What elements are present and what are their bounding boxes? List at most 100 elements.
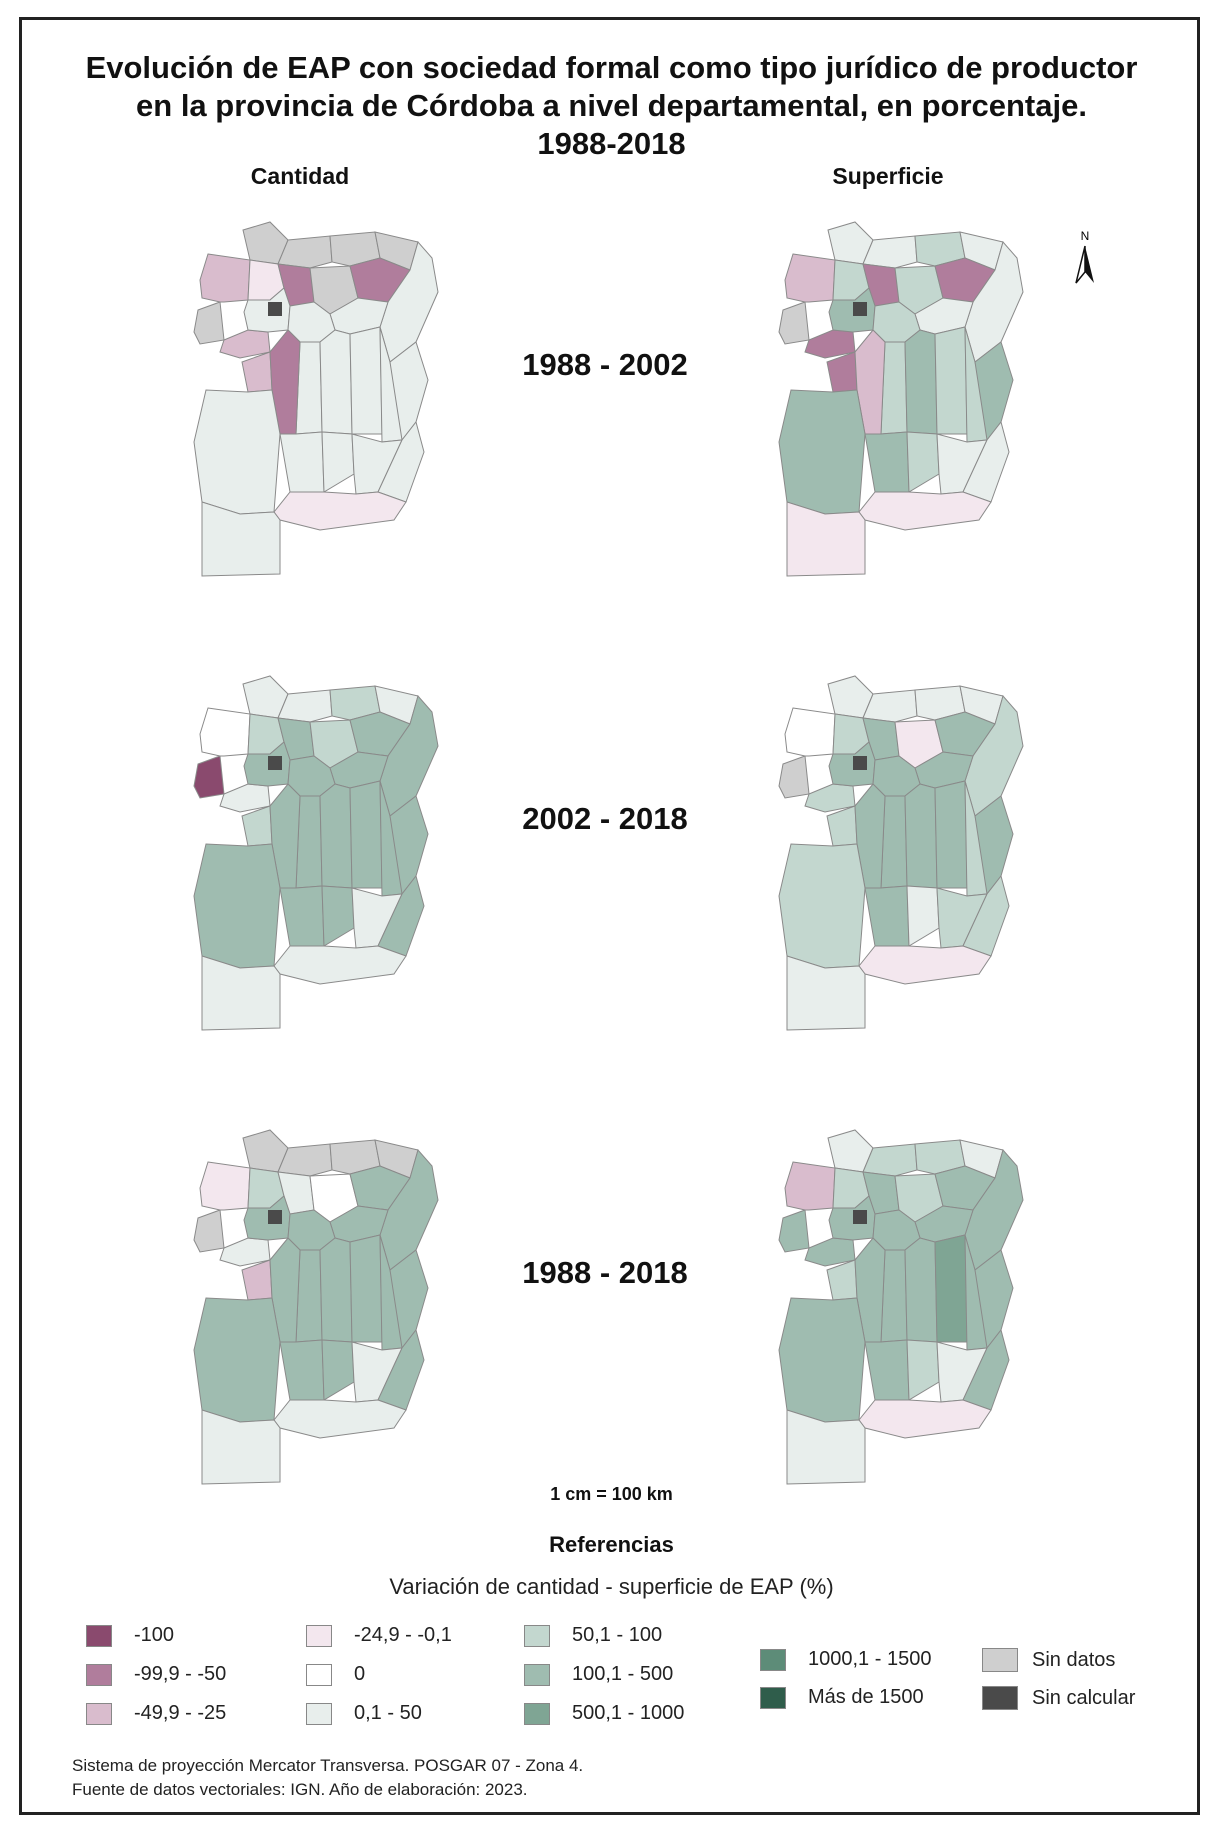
legend-label: Sin calcular (1032, 1686, 1136, 1709)
map-cantidad-1988-2018 (193, 1129, 439, 1485)
department-dept-5 (193, 1209, 225, 1253)
legend-item: Sin calcular (982, 1686, 1135, 1710)
capital-department-square (853, 302, 867, 316)
department-dept-22 (974, 1249, 1014, 1350)
department-dept-23 (778, 1297, 866, 1423)
department-dept-2 (862, 689, 918, 723)
period-label-1988-2002: 1988 - 2002 (522, 347, 688, 382)
department-dept-24 (864, 885, 910, 947)
department-dept-17 (904, 783, 938, 889)
department-dept-17 (904, 329, 938, 435)
department-dept-28 (858, 945, 992, 985)
department-dept-18 (934, 1234, 968, 1343)
legend-item: Más de 1500 (760, 1686, 924, 1709)
department-dept-19 (241, 1259, 273, 1301)
department-dept-5 (778, 301, 810, 345)
department-dept-2 (277, 1143, 333, 1177)
legend-swatch (86, 1702, 112, 1725)
legend-subtitle: Variación de cantidad - superficie de EA… (389, 1574, 834, 1599)
department-dept-24 (279, 1339, 325, 1401)
department-dept-18 (934, 326, 968, 435)
legend-label: -24,9 - -0,1 (354, 1624, 452, 1646)
department-dept-18 (349, 1234, 383, 1343)
capital-department-square (268, 1210, 282, 1224)
capital-department-square (853, 1210, 867, 1224)
legend-label: -49,9 - -25 (134, 1702, 227, 1724)
legend-item: 50,1 - 100 (524, 1624, 662, 1647)
map-cantidad-1988-2002 (193, 221, 439, 577)
period-label-2002-2018: 2002 - 2018 (522, 801, 688, 836)
legend-item: 500,1 - 1000 (524, 1702, 684, 1725)
legend-swatch (524, 1702, 550, 1725)
legend-label: 0,1 - 50 (354, 1702, 422, 1724)
department-dept-29 (201, 955, 281, 1031)
legend-item: -99,9 - -50 (86, 1663, 226, 1686)
department-dept-18 (349, 780, 383, 889)
department-dept-17 (319, 1237, 353, 1343)
department-dept-19 (826, 351, 858, 393)
department-dept-17 (319, 329, 353, 435)
column-header-cantidad: Cantidad (250, 163, 350, 189)
department-dept-25 (906, 1339, 940, 1401)
map-title-line-1: Evolución de EAP con sociedad formal com… (85, 50, 1138, 85)
department-dept-28 (858, 491, 992, 531)
legend-item: -24,9 - -0,1 (306, 1624, 452, 1647)
department-dept-23 (193, 389, 281, 515)
column-header-superficie: Superficie (832, 163, 944, 189)
department-dept-25 (321, 1339, 355, 1401)
department-dept-22 (389, 795, 429, 896)
period-label-1988-2018: 1988 - 2018 (522, 1255, 688, 1290)
department-dept-24 (279, 885, 325, 947)
legend-swatch (86, 1663, 112, 1686)
legend-label: -99,9 - -50 (134, 1663, 227, 1685)
department-dept-5 (193, 301, 225, 345)
legend-swatch (760, 1686, 786, 1709)
department-dept-22 (974, 795, 1014, 896)
map-title-line-3: 1988-2018 (537, 126, 686, 161)
department-dept-25 (321, 431, 355, 493)
legend-swatch (306, 1663, 332, 1686)
department-dept-28 (858, 1399, 992, 1439)
department-dept-19 (826, 805, 858, 847)
legend-swatch (86, 1624, 112, 1647)
department-dept-13 (219, 329, 271, 359)
map-superficie-1988-2018 (778, 1129, 1024, 1485)
department-dept-5 (193, 755, 225, 799)
legend-swatch (306, 1624, 332, 1647)
department-dept-28 (273, 945, 407, 985)
department-dept-19 (826, 1259, 858, 1301)
map-title-line-2: en la provincia de Córdoba a nivel depar… (136, 88, 1087, 123)
legend-label: -100 (134, 1624, 175, 1646)
legend-label: 100,1 - 500 (572, 1663, 674, 1685)
department-dept-29 (201, 501, 281, 577)
map-superficie-1988-2002 (778, 221, 1024, 577)
legend-item: 1000,1 - 1500 (760, 1648, 931, 1671)
legend-item: -49,9 - -25 (86, 1702, 226, 1725)
department-dept-13 (804, 783, 856, 813)
department-dept-28 (273, 491, 407, 531)
department-dept-19 (241, 805, 273, 847)
department-dept-18 (934, 780, 968, 889)
footer-source: Fuente de datos vectoriales: IGN. Año de… (72, 1780, 528, 1799)
legend-label: Sin datos (1032, 1648, 1116, 1671)
department-dept-2 (277, 235, 333, 269)
legend-swatch (982, 1648, 1018, 1672)
department-dept-29 (786, 501, 866, 577)
legend-swatch (982, 1686, 1018, 1710)
legend-swatch (524, 1663, 550, 1686)
legend-label: 1000,1 - 1500 (808, 1648, 932, 1670)
legend-label: Más de 1500 (808, 1686, 924, 1708)
legend-label: 500,1 - 1000 (572, 1702, 685, 1724)
capital-department-square (853, 756, 867, 770)
legend-swatch (524, 1624, 550, 1647)
department-dept-29 (201, 1409, 281, 1485)
department-dept-13 (219, 1237, 271, 1267)
capital-department-square (268, 302, 282, 316)
department-dept-6 (784, 1161, 836, 1211)
department-dept-23 (778, 389, 866, 515)
department-dept-5 (778, 755, 810, 799)
department-dept-6 (784, 707, 836, 757)
department-dept-24 (864, 431, 910, 493)
north-label: N (1081, 229, 1090, 243)
department-dept-13 (219, 783, 271, 813)
